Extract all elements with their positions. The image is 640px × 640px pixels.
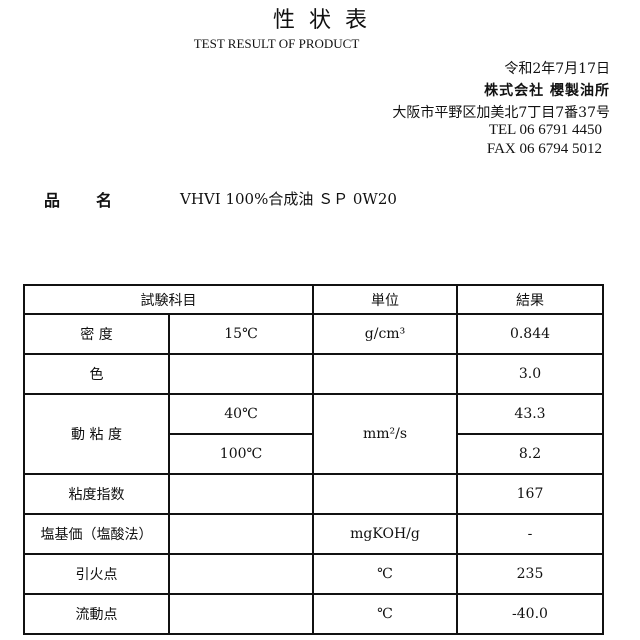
header-unit: 単位 bbox=[312, 284, 458, 315]
table-row: 100℃ 8.2 bbox=[24, 433, 604, 475]
unit-cell: mm²/s bbox=[312, 393, 458, 475]
issue-date: 令和2年7月17日 bbox=[504, 61, 610, 77]
condition-cell: 40℃ bbox=[168, 393, 314, 435]
company-address: 大阪市平野区加美北7丁目7番37号 bbox=[392, 105, 610, 121]
condition-cell bbox=[168, 353, 314, 395]
document-subtitle: TEST RESULT OF PRODUCT bbox=[193, 36, 360, 51]
condition-cell bbox=[168, 473, 314, 515]
table-row: 色 3.0 bbox=[23, 353, 604, 395]
table-header-row: 試験科目 単位 結果 bbox=[23, 284, 604, 315]
result-cell: - bbox=[456, 513, 604, 555]
unit-cell: ℃ bbox=[312, 593, 458, 635]
product-name: VHVI 100%合成油 ＳＰ 0W20 bbox=[180, 190, 397, 208]
condition-cell: 100℃ bbox=[168, 433, 314, 475]
result-cell: 167 bbox=[456, 473, 604, 515]
table-row: 動 粘 度 40℃ mm²/s 43.3 bbox=[23, 393, 604, 475]
phone-number: TEL 06 6791 4450 bbox=[488, 122, 602, 138]
unit-cell bbox=[312, 473, 458, 515]
result-cell: 3.0 bbox=[456, 353, 604, 395]
result-cell: 43.3 bbox=[456, 393, 604, 435]
unit-cell: g/cm³ bbox=[312, 313, 458, 355]
item-cell: 動 粘 度 bbox=[23, 393, 170, 475]
company-name: 株式会社 櫻製油所 bbox=[484, 83, 610, 99]
condition-cell: 15℃ bbox=[168, 313, 314, 355]
test-result-table: 試験科目 単位 結果 密 度 15℃ g/cm³ 0.844 色 3.0 動 粘… bbox=[23, 284, 604, 635]
table-row: 塩基価（塩酸法） mgKOH/g - bbox=[23, 513, 604, 555]
item-cell: 塩基価（塩酸法） bbox=[23, 513, 170, 555]
item-cell: 引火点 bbox=[23, 553, 170, 595]
table-row: 粘度指数 167 bbox=[23, 473, 604, 515]
table-row: 引火点 ℃ 235 bbox=[23, 553, 604, 595]
result-cell: 235 bbox=[456, 553, 604, 595]
table-row: 流動点 ℃ -40.0 bbox=[23, 593, 604, 635]
condition-cell bbox=[168, 513, 314, 555]
item-cell: 密 度 bbox=[23, 313, 170, 355]
item-cell: 色 bbox=[23, 353, 170, 395]
result-cell: 0.844 bbox=[456, 313, 604, 355]
document-title: 性状表 bbox=[272, 8, 381, 33]
unit-cell: ℃ bbox=[312, 553, 458, 595]
table-row: 密 度 15℃ g/cm³ 0.844 bbox=[23, 313, 604, 355]
item-cell: 粘度指数 bbox=[23, 473, 170, 515]
header-result: 結果 bbox=[456, 284, 604, 315]
header-test-item: 試験科目 bbox=[23, 284, 314, 315]
item-cell: 流動点 bbox=[23, 593, 170, 635]
result-cell: -40.0 bbox=[456, 593, 604, 635]
unit-cell bbox=[312, 353, 458, 395]
condition-cell bbox=[168, 553, 314, 595]
unit-cell: mgKOH/g bbox=[312, 513, 458, 555]
result-cell: 8.2 bbox=[456, 433, 604, 475]
fax-number: FAX 06 6794 5012 bbox=[486, 141, 602, 157]
condition-cell bbox=[168, 593, 314, 635]
product-label: 品名 bbox=[44, 191, 149, 210]
